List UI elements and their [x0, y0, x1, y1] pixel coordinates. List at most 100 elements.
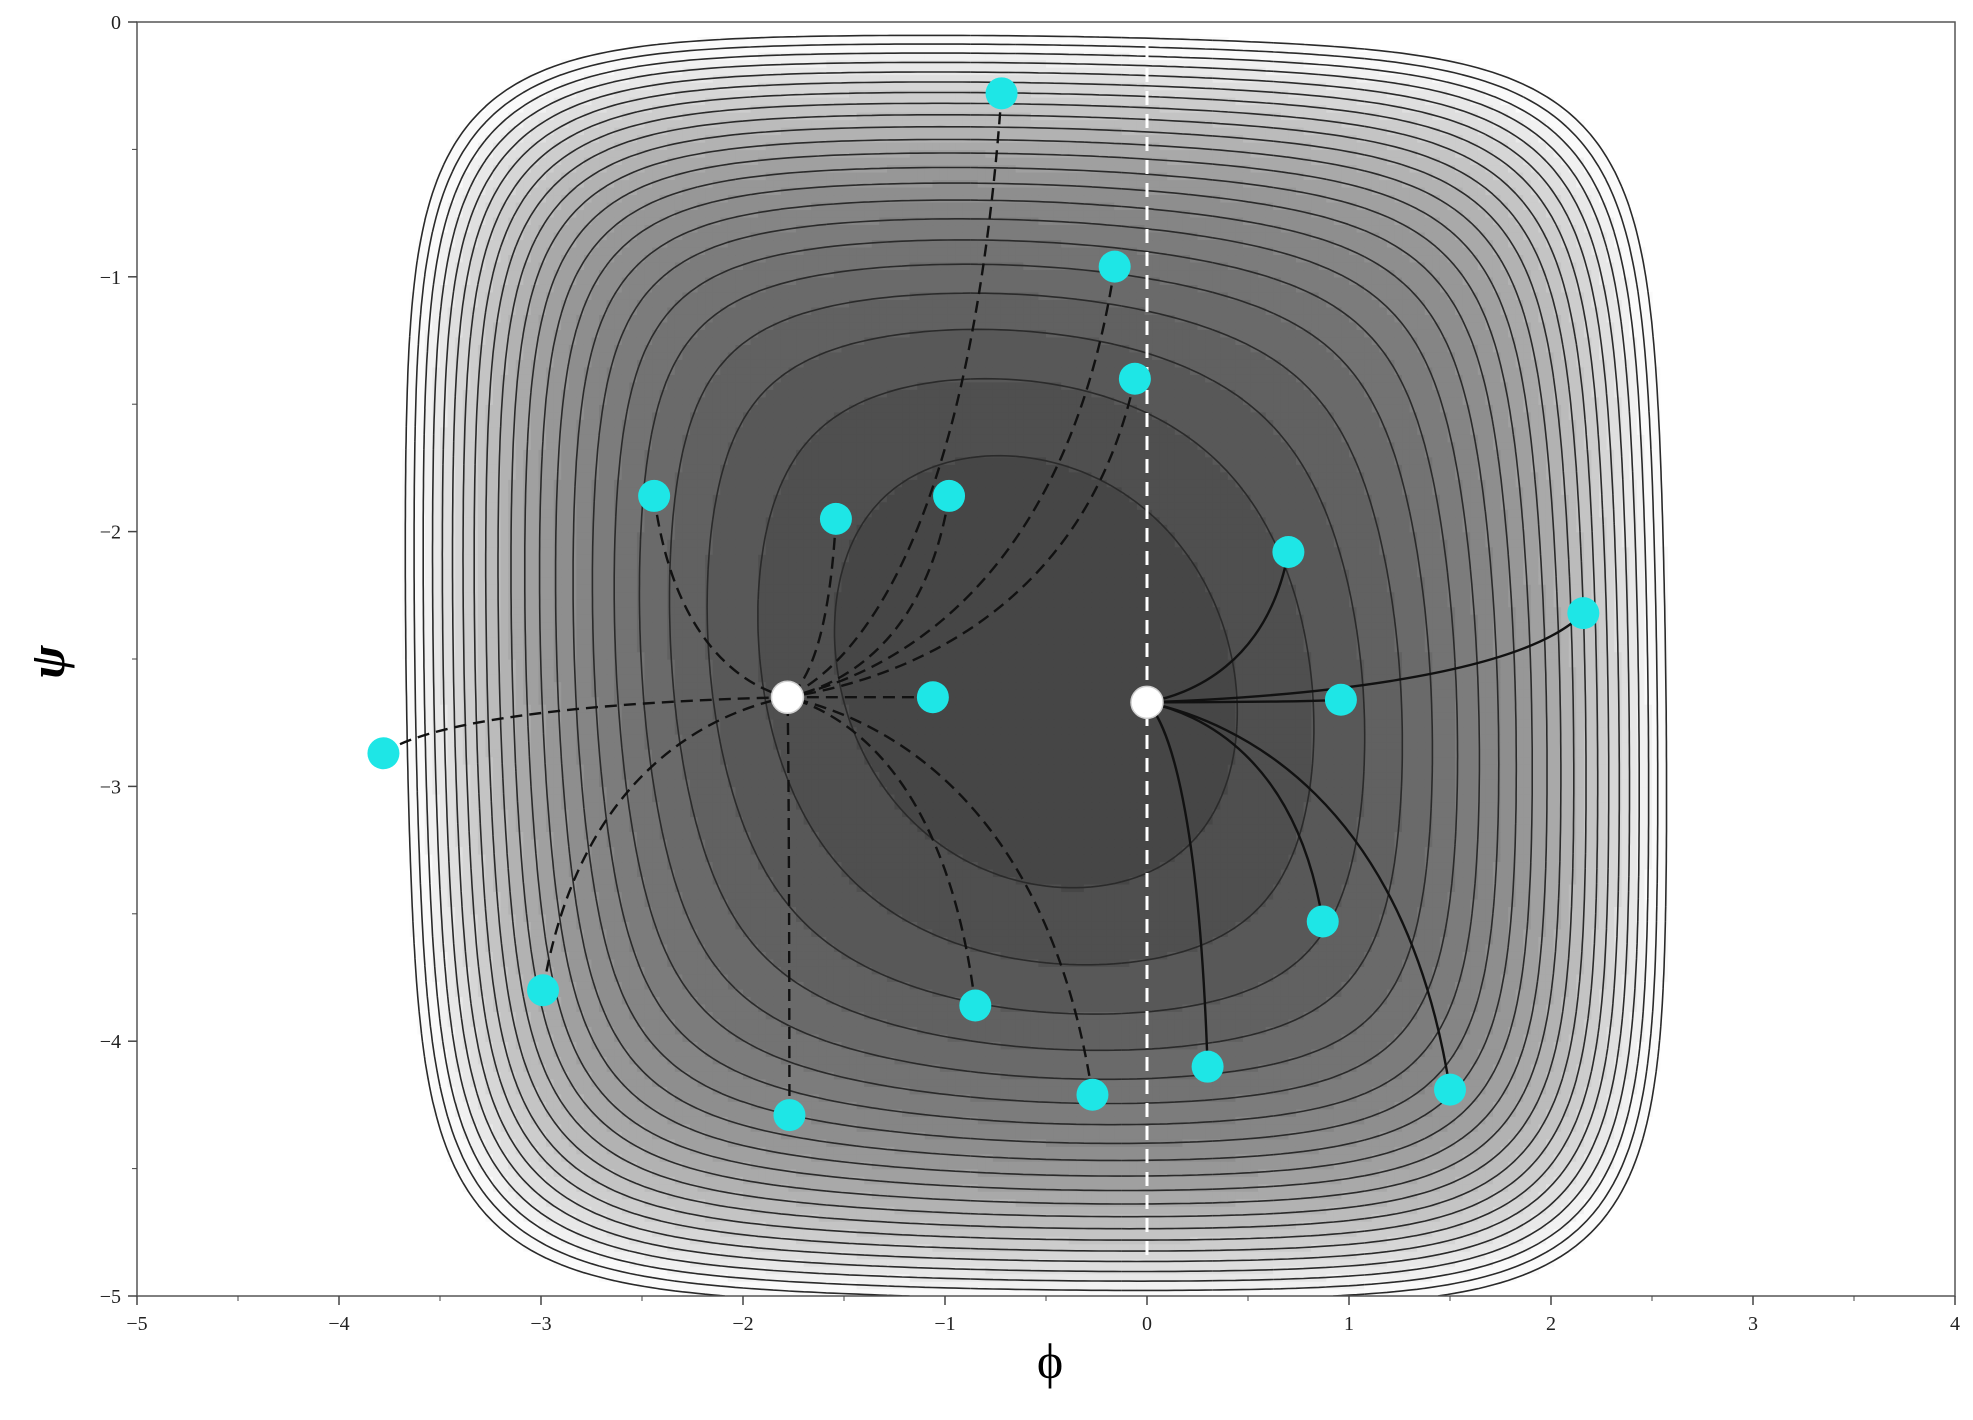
- contour-cell: [1364, 1266, 1372, 1274]
- contour-cell: [1175, 1251, 1183, 1259]
- contour-cell: [1372, 1161, 1380, 1169]
- contour-cell: [1258, 1191, 1266, 1199]
- contour-cell: [857, 1199, 865, 1207]
- contour-cell: [963, 1079, 971, 1087]
- contour-cell: [1114, 1071, 1122, 1079]
- contour-cell: [948, 1169, 956, 1177]
- contour-cell: [1304, 1094, 1312, 1102]
- contour-cell: [1357, 1079, 1365, 1087]
- contour-cell: [1410, 1049, 1418, 1057]
- contour-cell: [872, 1236, 880, 1244]
- contour-cell: [887, 1139, 895, 1147]
- contour-cell: [546, 1236, 554, 1244]
- contour-cell: [1175, 1064, 1183, 1072]
- contour-cell: [963, 1184, 971, 1192]
- contour-cell: [849, 1266, 857, 1274]
- contour-cell: [1091, 1161, 1099, 1169]
- contour-cell: [978, 1161, 986, 1169]
- contour-cell: [1493, 1161, 1501, 1169]
- contour-cell: [645, 1109, 653, 1117]
- contour-cell: [637, 1064, 645, 1072]
- contour-cell: [1107, 1251, 1115, 1259]
- contour-cell: [1394, 1116, 1402, 1124]
- contour-cell: [1485, 1266, 1493, 1274]
- contour-cell: [1432, 1139, 1440, 1147]
- contour-cell: [569, 1259, 577, 1267]
- contour-cell: [1084, 1146, 1092, 1154]
- contour-cell: [1152, 1056, 1160, 1064]
- contour-cell: [1304, 1214, 1312, 1222]
- contour-cell: [546, 1101, 554, 1109]
- contour-cell: [1107, 1131, 1115, 1139]
- contour-cell: [781, 1161, 789, 1169]
- contour-cell: [1394, 1229, 1402, 1237]
- contour-cell: [1372, 1206, 1380, 1214]
- contour-cell: [1410, 1199, 1418, 1207]
- contour-cell: [1114, 1259, 1122, 1267]
- contour-cell: [1016, 1169, 1024, 1177]
- contour-cell: [1031, 1184, 1039, 1192]
- contour-cell: [637, 1049, 645, 1057]
- contour-cell: [1023, 1169, 1031, 1177]
- contour-cell: [1016, 1079, 1024, 1087]
- contour-cell: [576, 1191, 584, 1199]
- contour-cell: [1379, 1116, 1387, 1124]
- contour-cell: [1341, 1154, 1349, 1162]
- contour-cell: [440, 1071, 448, 1079]
- contour-cell: [728, 1056, 736, 1064]
- contour-cell: [857, 1086, 865, 1094]
- contour-cell: [857, 1064, 865, 1072]
- contour-cell: [1281, 1116, 1289, 1124]
- contour-cell: [607, 1056, 615, 1064]
- contour-cell: [925, 1199, 933, 1207]
- contour-cell: [1357, 1086, 1365, 1094]
- contour-cell: [1304, 1259, 1312, 1267]
- contour-cell: [1281, 1176, 1289, 1184]
- contour-cell: [508, 1124, 516, 1132]
- contour-cell: [963, 1094, 971, 1102]
- contour-cell: [1023, 1154, 1031, 1162]
- contour-cell: [879, 1086, 887, 1094]
- contour-cell: [728, 1146, 736, 1154]
- contour-cell: [781, 1221, 789, 1229]
- contour-cell: [1326, 1236, 1334, 1244]
- contour-cell: [698, 1124, 706, 1132]
- contour-cell: [614, 1251, 622, 1259]
- contour-cell: [1266, 1131, 1274, 1139]
- contour-cell: [546, 1206, 554, 1214]
- contour-cell: [841, 1079, 849, 1087]
- contour-cell: [963, 1229, 971, 1237]
- contour-cell: [614, 1064, 622, 1072]
- contour-cell: [1099, 1161, 1107, 1169]
- contour-cell: [1001, 1086, 1009, 1094]
- contour-cell: [751, 1274, 759, 1282]
- contour-cell: [1084, 1056, 1092, 1064]
- contour-cell: [720, 1161, 728, 1169]
- contour-cell: [1637, 1124, 1645, 1132]
- contour-cell: [1644, 1064, 1652, 1072]
- contour-cell: [1364, 1161, 1372, 1169]
- contour-cell: [1402, 1244, 1410, 1252]
- contour-cell: [690, 1056, 698, 1064]
- contour-cell: [1160, 1146, 1168, 1154]
- contour-cell: [970, 1056, 978, 1064]
- contour-cell: [1122, 1101, 1130, 1109]
- contour-cell: [1182, 1206, 1190, 1214]
- contour-cell: [1129, 1176, 1137, 1184]
- contour-cell: [1054, 1281, 1062, 1289]
- contour-cell: [592, 1101, 600, 1109]
- contour-cell: [1463, 1146, 1471, 1154]
- contour-cell: [1561, 1154, 1569, 1162]
- contour-cell: [592, 1244, 600, 1252]
- contour-cell: [667, 1146, 675, 1154]
- contour-cell: [1182, 1064, 1190, 1072]
- contour-cell: [902, 1056, 910, 1064]
- contour-cell: [675, 1101, 683, 1109]
- contour-cell: [1198, 1229, 1206, 1237]
- contour-cell: [614, 1124, 622, 1132]
- contour-cell: [902, 1064, 910, 1072]
- contour-cell: [698, 1206, 706, 1214]
- contour-cell: [1137, 1131, 1145, 1139]
- contour-cell: [698, 1244, 706, 1252]
